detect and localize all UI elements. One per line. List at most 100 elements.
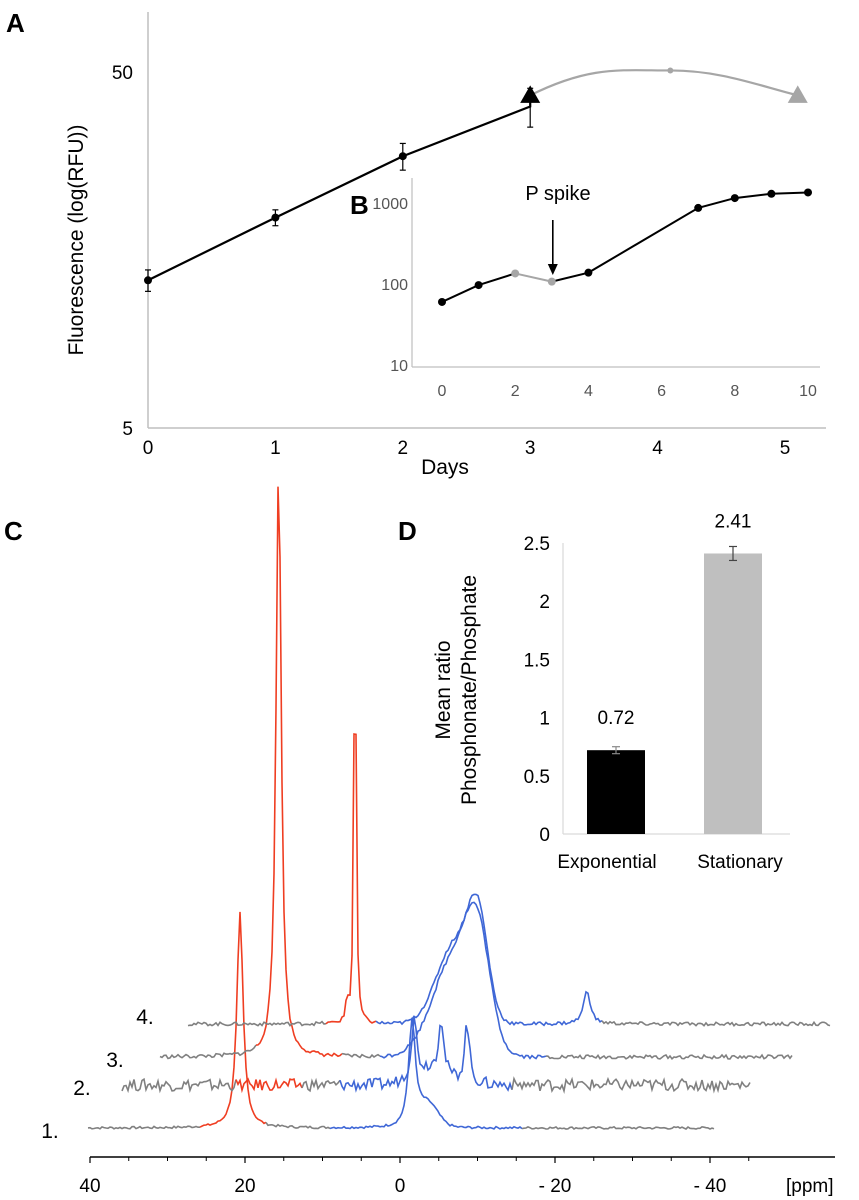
- panel-c-x-tick-label: - 40: [694, 1176, 727, 1197]
- panel-a-plot-area: [144, 67, 808, 292]
- panel-b-plot-area: [438, 188, 812, 306]
- panel-a-x-ticks: 0 1 2 3 4 5: [143, 438, 791, 459]
- panel-c-spectrum-3-trace: [545, 1053, 793, 1060]
- panel-b-series-line-black: [551, 191, 809, 283]
- panel-a-point-black: [271, 213, 280, 222]
- panel-d: 0 0.5 1 1.5 2 2.5 0.72 Exponential 2.41 Stationa…: [432, 511, 790, 873]
- panel-b-y-ticks: 10 100 1000: [372, 196, 408, 375]
- panel-b-x-ticks: 0 2 4 6 8 10: [438, 383, 817, 400]
- panel-d-y-tick-label: 2.5: [524, 534, 550, 555]
- panel-c-spectrum-2-trace: [339, 1016, 513, 1093]
- panel-d-y-tick-label: 0.5: [524, 767, 550, 788]
- panel-b-y-tick-label: 10: [390, 358, 408, 375]
- panel-b-point-black: [730, 194, 739, 203]
- panel-a-x-tick-label: 3: [525, 438, 536, 459]
- panel-a-x-tick-label: 4: [652, 438, 663, 459]
- panel-c-spectrum-2-trace: [235, 1077, 303, 1094]
- panel-a-series-line-gray: [529, 69, 799, 97]
- panel-b-point-gray: [547, 277, 556, 286]
- panel-c: 40 20 0- 20- 40 [ppm] 1.2.3.4.: [41, 486, 835, 1197]
- panel-c-spectrum-3-trace: [255, 486, 343, 1058]
- panel-letter-b: B: [350, 190, 369, 220]
- panel-a-triangle-black: [520, 85, 541, 103]
- panel-c-spectrum-1-trace: [87, 1125, 200, 1130]
- panel-b-y-tick-label: 1000: [372, 196, 408, 213]
- panel-d-y-axis-title-line: Phosphonate/Phosphate: [458, 575, 481, 805]
- panel-b: 0 2 4 6 8 10 10 100 1000 P spike: [372, 178, 820, 400]
- panel-c-spectrum-label-4: 4.: [136, 1006, 154, 1029]
- panel-b-x-tick-label: 10: [799, 383, 817, 400]
- panel-c-spectrum-2-trace: [511, 1076, 751, 1095]
- panel-a-y-axis-title: Fluorescence (log(RFU)): [65, 124, 88, 355]
- panel-letter-d: D: [398, 516, 417, 546]
- panel-a-x-axis-title: Days: [421, 456, 469, 479]
- panel-c-spectrum-4-trace: [375, 893, 603, 1027]
- panel-b-point-black: [804, 188, 812, 197]
- panel-c-spectrum-2-trace: [301, 1077, 341, 1093]
- panel-d-bar-exponential: [587, 750, 645, 834]
- panel-letter-c: C: [4, 516, 23, 546]
- panel-b-x-tick-label: 2: [511, 383, 520, 400]
- panel-c-x-tick-label: 20: [234, 1176, 255, 1197]
- panel-a-y-ticks: 5 50: [112, 63, 133, 440]
- panel-a-series-line-black: [147, 95, 532, 282]
- panel-d-y-ticks: 0 0.5 1 1.5 2 2.5: [524, 534, 550, 846]
- panel-c-spectrum-1-trace: [329, 1017, 523, 1130]
- panel-a-point-black: [398, 152, 407, 161]
- panel-d-y-tick-label: 1.5: [524, 650, 550, 671]
- panel-c-x-tick-label: 0: [395, 1176, 406, 1197]
- panel-b-annotation-arrow: [547, 220, 558, 275]
- panel-a: 0 1 2 3 4 5 5 50 Days Fluorescence (log(RFU)): [65, 12, 826, 479]
- panel-b-x-tick-label: 6: [657, 383, 666, 400]
- panel-c-spectrum-1-trace: [265, 1121, 331, 1130]
- panel-a-x-tick-label: 1: [270, 438, 281, 459]
- panel-c-spectrum-3-trace: [379, 901, 547, 1060]
- panel-d-y-axis-title-line: Mean ratio: [432, 640, 455, 739]
- panel-c-spectrum-4-trace: [601, 1020, 831, 1027]
- panel-b-point-gray: [511, 269, 520, 278]
- panel-a-point-black: [144, 276, 152, 285]
- panel-c-x-unit: [ppm]: [786, 1176, 834, 1197]
- panel-c-spectrum-label-1: 1.: [41, 1120, 59, 1143]
- panel-c-x-ticks: 40 20 0 - 20 - 40: [79, 1157, 750, 1197]
- panel-d-y-tick-label: 1: [539, 709, 550, 730]
- panel-letter-a: A: [6, 8, 25, 38]
- panel-a-x-tick-label: 2: [398, 438, 409, 459]
- panel-c-spectra: 1. 2. 3. 4.: [41, 486, 831, 1143]
- panel-b-point-black: [694, 203, 703, 212]
- panel-b-y-tick-label: 100: [381, 277, 408, 294]
- panel-b-point-black: [438, 297, 446, 306]
- panel-c-spectrum-2-trace: [121, 1077, 237, 1094]
- panel-c-spectrum-label-3: 3.: [106, 1049, 124, 1072]
- panel-c-spectrum-4-trace: [325, 733, 377, 1025]
- panel-a-triangle-gray: [787, 85, 808, 103]
- panel-a-point-gray: [667, 67, 674, 74]
- panel-c-x-tick-label: 40: [79, 1176, 100, 1197]
- panel-d-category-label: Stationary: [697, 852, 783, 873]
- panel-c-spectrum-3-trace: [341, 1052, 381, 1059]
- panel-d-y-axis-title: Mean ratio Phosphonate/Phosphate: [432, 575, 481, 805]
- panel-d-bars: 0.72 Exponential 2.41 Stationary: [557, 511, 783, 873]
- panel-a-y-tick-label: 5: [122, 419, 133, 440]
- panel-b-x-tick-label: 8: [730, 383, 739, 400]
- panel-d-value-label: 0.72: [598, 708, 635, 729]
- panel-a-x-tick-label: 5: [780, 438, 791, 459]
- panel-c-spectrum-3-trace: [159, 1044, 257, 1060]
- panel-b-arrow-head: [547, 264, 558, 275]
- panel-c-spectrum-label-2: 2.: [73, 1077, 91, 1100]
- panel-d-value-label: 2.41: [715, 511, 752, 532]
- panel-b-point-black: [584, 268, 593, 277]
- panel-d-bar-stationary: [704, 553, 762, 834]
- panel-b-point-black: [474, 281, 483, 290]
- panel-b-x-tick-label: 4: [584, 383, 593, 400]
- panel-c-spectrum-1-trace: [199, 911, 267, 1128]
- panel-c-spectrum-4-trace: [187, 1020, 327, 1027]
- panel-d-y-tick-label: 2: [539, 592, 550, 613]
- panel-a-x-tick-label: 0: [143, 438, 154, 459]
- panel-a-y-tick-label: 50: [112, 63, 133, 84]
- panel-b-point-black: [767, 189, 776, 198]
- panel-b-series-line-gray: [514, 272, 553, 283]
- panel-c-spectrum-1-trace: [521, 1125, 715, 1130]
- panel-d-category-label: Exponential: [557, 852, 656, 873]
